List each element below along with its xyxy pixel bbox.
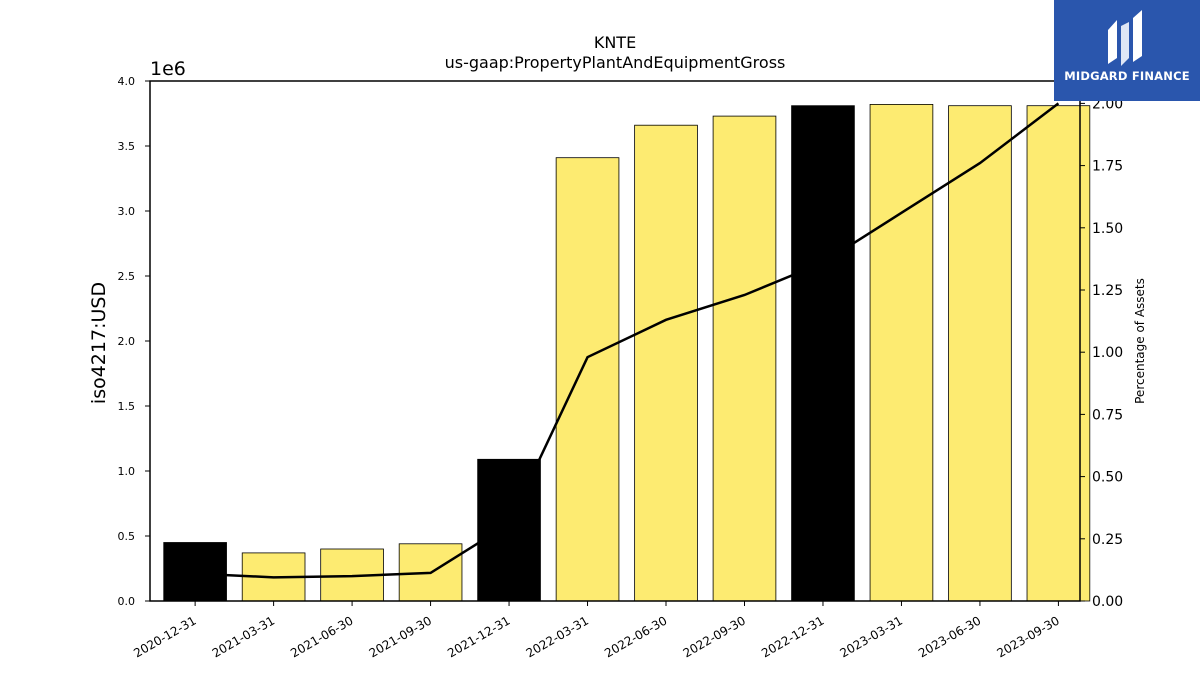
- x-tick-label: 2021-09-30: [367, 613, 434, 660]
- y2-tick-label: 0.50: [1092, 470, 1123, 486]
- percentage-of-assets-line: [195, 102, 1060, 579]
- x-tick-label: 2021-12-31: [445, 613, 512, 660]
- x-tick-label: 2021-03-31: [210, 613, 277, 660]
- bar-2021-12-31: [477, 458, 541, 602]
- logo-text: MIDGARD FINANCE: [1064, 69, 1190, 83]
- y2-tick-label: 0.00: [1092, 594, 1123, 610]
- y-tick-label: 1.0: [118, 465, 136, 478]
- y-tick-label: 0.0: [118, 595, 136, 608]
- bar-2022-12-31: [791, 105, 855, 602]
- y2-tick-label: 0.25: [1092, 532, 1123, 548]
- bar-2023-03-31: [869, 104, 934, 602]
- x-tick-label: 2022-03-31: [524, 613, 591, 660]
- x-tick-label: 2023-06-30: [916, 613, 983, 660]
- x-tick-label: 2020-12-31: [131, 613, 198, 660]
- x-tick-label: 2021-06-30: [288, 613, 355, 660]
- bar-2022-03-31: [555, 157, 620, 602]
- y-tick-label: 3.5: [118, 140, 136, 153]
- y-tick-label: 3.0: [118, 205, 136, 218]
- bar-2020-12-31: [163, 542, 227, 602]
- midgard-finance-logo: MIDGARD FINANCE: [1054, 0, 1200, 101]
- y-axis-offset-label: 1e6: [150, 58, 186, 80]
- bar-2022-09-30: [712, 115, 777, 602]
- y2-tick-label: 1.75: [1092, 159, 1123, 175]
- y2-tick-label: 1.00: [1092, 345, 1123, 361]
- x-tick-label: 2022-12-31: [759, 613, 826, 660]
- y2-tick-label: 1.25: [1092, 283, 1123, 299]
- y-axis-label: iso4217:USD: [88, 282, 110, 404]
- y2-tick-label: 0.75: [1092, 407, 1123, 423]
- x-tick-label: 2023-03-31: [838, 613, 905, 660]
- y-tick-label: 2.0: [118, 335, 136, 348]
- chart-title: KNTE: [594, 33, 636, 52]
- y-tick-label: 2.5: [118, 270, 136, 283]
- logo-mark-icon: [1108, 10, 1142, 66]
- bar-2022-06-30: [634, 124, 698, 602]
- x-tick-label: 2022-09-30: [681, 613, 748, 660]
- y-tick-label: 0.5: [118, 530, 136, 543]
- y-tick-label: 1.5: [118, 400, 136, 413]
- y2-tick-label: 1.50: [1092, 221, 1123, 237]
- x-tick-label: 2022-06-30: [602, 613, 669, 660]
- x-tick-label: 2023-09-30: [995, 613, 1062, 660]
- chart-subtitle: us-gaap:PropertyPlantAndEquipmentGross: [445, 53, 786, 72]
- y2-axis-label: Percentage of Assets: [1133, 278, 1147, 404]
- bar-2023-06-30: [948, 105, 1012, 602]
- y-tick-label: 4.0: [118, 75, 136, 88]
